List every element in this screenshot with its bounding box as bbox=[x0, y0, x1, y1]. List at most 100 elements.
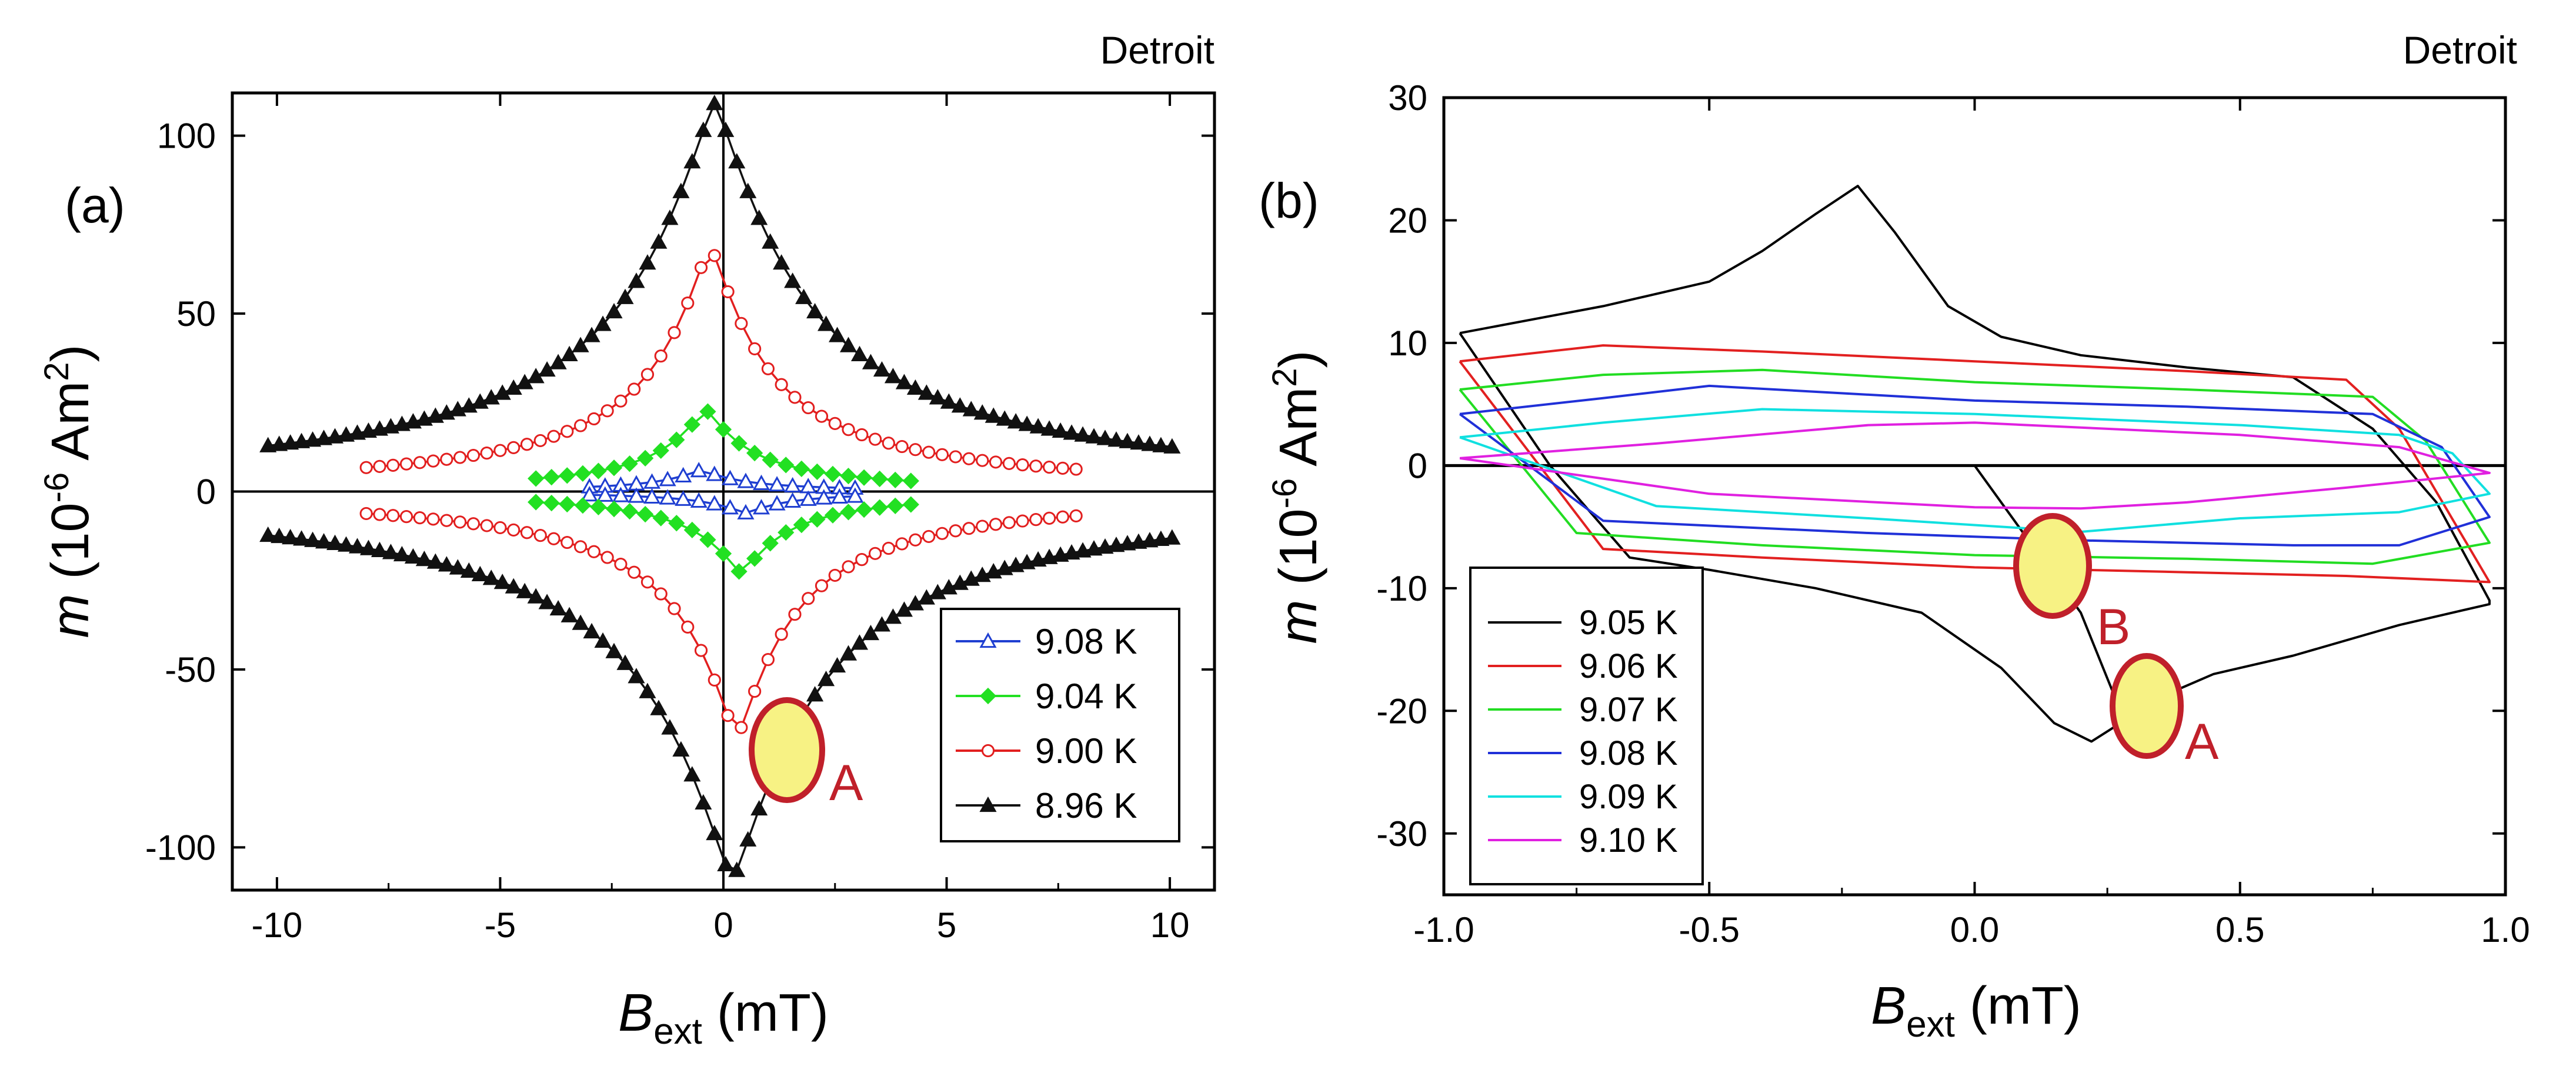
panel-a-ytick-label: -100 bbox=[145, 828, 216, 867]
panel-a-data-point bbox=[637, 449, 654, 467]
panel-a-data-point bbox=[1130, 533, 1147, 549]
panel-a-data-point bbox=[359, 461, 373, 474]
panel-a-data-point bbox=[817, 315, 835, 331]
panel-a-data-point bbox=[746, 550, 763, 567]
panel-a-data-point bbox=[587, 545, 600, 558]
panel-b-ytick-label: -10 bbox=[1376, 569, 1427, 608]
panel-a-data-point bbox=[839, 337, 857, 352]
panel-a-data-point bbox=[793, 517, 810, 534]
panel-a-data-point bbox=[739, 831, 757, 847]
panel-a-data-point bbox=[762, 451, 779, 468]
panel-a-data-point bbox=[426, 553, 444, 569]
panel-a-data-point bbox=[528, 470, 545, 487]
panel-a-data-point bbox=[840, 468, 857, 485]
panel-a-data-point bbox=[493, 574, 511, 589]
panel-a-data-point bbox=[371, 541, 389, 557]
panel-a-data-point bbox=[572, 614, 589, 630]
panel-a-data-point bbox=[1085, 428, 1103, 444]
panel-a-data-point bbox=[1107, 537, 1125, 552]
panel-a-data-point bbox=[829, 657, 846, 673]
panel-a-data-point bbox=[1029, 459, 1043, 473]
panel-a-data-point bbox=[460, 562, 478, 578]
panel-a-data-point bbox=[775, 378, 788, 391]
panel-a-data-point bbox=[668, 602, 681, 615]
panel-b-series-4 bbox=[1459, 408, 2491, 533]
panel-a-data-point bbox=[752, 499, 770, 515]
panel-a-data-point bbox=[1119, 535, 1136, 551]
panel-a-data-point bbox=[520, 438, 534, 451]
panel-a-data-point bbox=[640, 368, 655, 381]
panel-a-data-point bbox=[538, 594, 556, 609]
panel-a-data-point bbox=[614, 557, 628, 571]
panel-a-data-point bbox=[672, 741, 690, 757]
panel-a-data-point bbox=[806, 302, 824, 319]
panel-a-data-point bbox=[580, 486, 598, 502]
panel-b-ytick-label: 10 bbox=[1388, 324, 1427, 363]
panel-a-series-line bbox=[268, 101, 1173, 448]
panel-a-data-point bbox=[675, 490, 692, 506]
panel-a-data-point bbox=[471, 565, 489, 582]
panel-a-data-point bbox=[654, 349, 668, 363]
panel-a-data-point bbox=[882, 437, 895, 450]
panel-a-data-point bbox=[359, 539, 378, 555]
panel-a-data-point bbox=[1152, 437, 1170, 452]
panel-a-data-point bbox=[871, 499, 888, 516]
panel-a-data-point bbox=[750, 209, 768, 225]
panel-a-data-point bbox=[690, 462, 708, 478]
panel-a-xtick-label: 10 bbox=[1150, 905, 1190, 945]
panel-a-data-point bbox=[643, 473, 661, 489]
panel-a-data-point bbox=[466, 517, 481, 531]
panel-a-data-point bbox=[784, 492, 802, 508]
panel-a-data-point bbox=[1096, 538, 1114, 554]
panel-a-data-point bbox=[737, 504, 755, 519]
panel-a-data-point bbox=[413, 456, 426, 469]
panel-a-data-point bbox=[621, 502, 638, 520]
panel-a-data-point bbox=[884, 368, 902, 384]
panel-a-data-point bbox=[612, 487, 629, 502]
panel-a-data-point bbox=[639, 254, 656, 270]
panel-a-data-point bbox=[659, 489, 676, 505]
panel-a-data-point bbox=[715, 545, 732, 562]
panel-a-data-point bbox=[842, 560, 855, 574]
panel-a-data-point bbox=[802, 401, 815, 415]
panel-b-legend-label: 9.10 K bbox=[1579, 821, 1678, 860]
panel-a-xlabel: Bext (mT) bbox=[618, 984, 829, 1052]
panel-a-data-point bbox=[775, 628, 788, 641]
panel-a-data-point bbox=[259, 526, 277, 542]
panel-a-data-point bbox=[846, 487, 864, 503]
panel-a-data-point bbox=[438, 556, 455, 572]
panel-a-data-point bbox=[887, 471, 904, 489]
panel-a-data-point bbox=[728, 153, 746, 169]
panel-a-data-point bbox=[573, 540, 588, 554]
panel-a-data-point bbox=[895, 374, 913, 389]
panel-a-data-point bbox=[668, 326, 681, 339]
panel-a-data-point bbox=[683, 766, 701, 782]
panel-a-data-point bbox=[326, 534, 344, 550]
panel-a-data-point bbox=[326, 428, 344, 444]
panel-a-data-point bbox=[762, 535, 779, 552]
panel-a-data-point bbox=[715, 421, 732, 438]
panel-a-data-point bbox=[605, 500, 623, 518]
panel-a-data-point bbox=[527, 588, 545, 604]
panel-a-data-point bbox=[560, 535, 574, 549]
panel-a-data-point bbox=[271, 435, 288, 451]
panel-a-data-point bbox=[737, 472, 755, 488]
panel-a-legend-label: 9.04 K bbox=[1035, 677, 1137, 716]
panel-a-data-point bbox=[493, 521, 507, 535]
panel-a-data-point bbox=[1052, 546, 1069, 562]
panel-a-data-point bbox=[708, 673, 721, 687]
panel-a-data-point bbox=[1029, 513, 1043, 527]
panel-b-chart: -1.0 -0.5 0.0 0.5 1.0 -30 -20 -10 0 10 20 30 (b) De… bbox=[1259, 28, 2530, 1045]
panel-a-data-point bbox=[315, 429, 333, 445]
panel-b-legend-label: 9.06 K bbox=[1579, 647, 1678, 685]
panel-a-data-point bbox=[574, 497, 592, 514]
panel-a-data-point bbox=[1040, 548, 1058, 564]
panel-a-data-point bbox=[902, 472, 919, 489]
panel-a-xtick-label: -10 bbox=[252, 905, 303, 945]
panel-a-ytick-label: 100 bbox=[157, 116, 216, 156]
panel-a-data-point bbox=[962, 452, 976, 465]
panel-b-xtick-label: 1.0 bbox=[2481, 910, 2530, 950]
panel-a-data-point bbox=[413, 511, 426, 525]
panel-b-series-line bbox=[1459, 368, 2491, 565]
